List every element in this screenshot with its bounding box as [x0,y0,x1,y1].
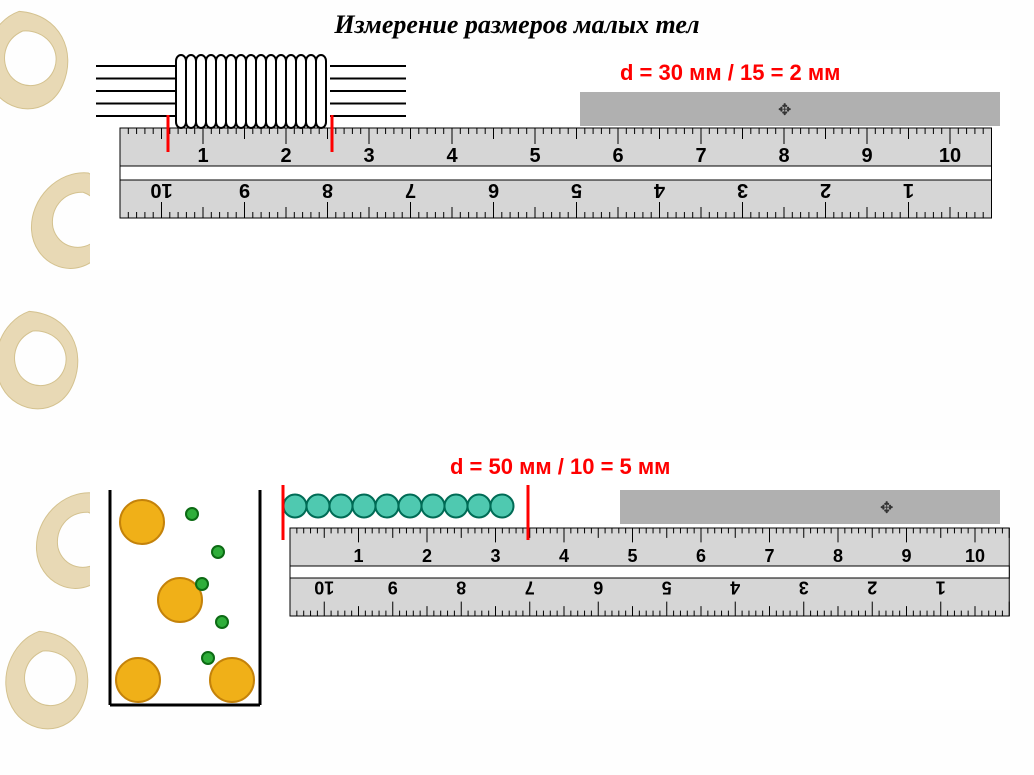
slide: Измерение размеров малых тел d = 30 мм /… [0,0,1034,775]
panel-bottom [90,450,1010,710]
panel-top [90,50,1010,270]
formula-1: d = 30 мм / 15 = 2 мм [620,60,840,86]
gray-bar-2 [620,490,1000,524]
move-handle-icon: ✥ [880,498,893,518]
page-title: Измерение размеров малых тел [0,10,1034,40]
move-handle-icon: ✥ [778,100,791,120]
formula-2: d = 50 мм / 10 = 5 мм [450,454,670,480]
